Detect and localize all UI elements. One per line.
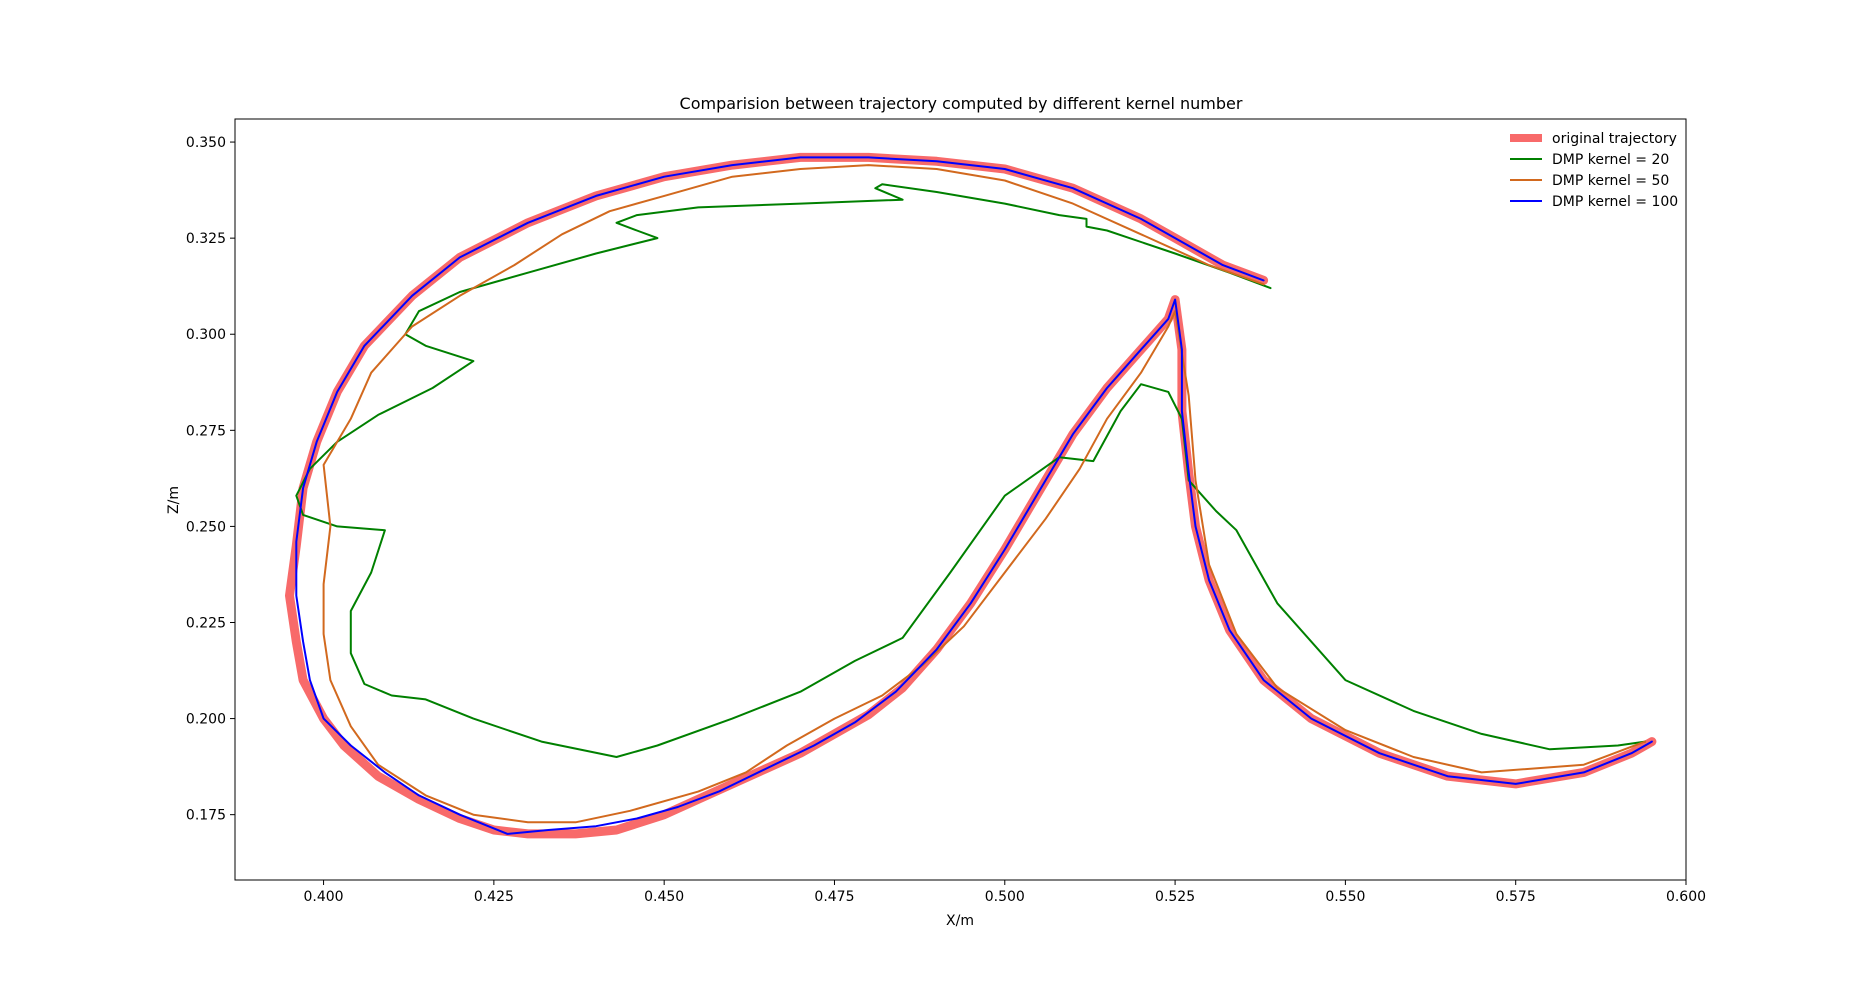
series-line-3 [295, 156, 1653, 835]
x-tick-label: 0.525 [1155, 889, 1195, 905]
legend-label-3: DMP kernel = 100 [1552, 194, 1678, 210]
y-tick-label: 0.325 [186, 231, 226, 247]
y-tick-label: 0.200 [186, 712, 226, 728]
x-tick-label: 0.500 [985, 889, 1025, 905]
x-tick-label: 0.600 [1666, 889, 1706, 905]
y-axis-ticks: 0.175 0.200 0.225 0.250 0.275 0.300 0.325 0.350 [186, 135, 235, 824]
plot-frame [234, 118, 1687, 881]
x-tick-label: 0.550 [1325, 889, 1365, 905]
x-axis-label: X/m [946, 913, 974, 929]
y-tick-label: 0.225 [186, 615, 226, 631]
legend-label-0: original trajectory [1552, 131, 1677, 147]
y-axis-label: Z/m [166, 486, 182, 514]
y-tick-label: 0.250 [186, 519, 226, 535]
legend-label-1: DMP kernel = 20 [1552, 152, 1669, 168]
x-tick-label: 0.400 [304, 889, 344, 905]
y-tick-label: 0.350 [186, 135, 226, 151]
chart-title: Comparision between trajectory computed … [680, 94, 1243, 113]
x-tick-label: 0.475 [814, 889, 854, 905]
series-line-2 [322, 164, 1647, 824]
series-layer [285, 152, 1657, 839]
y-tick-label: 0.175 [186, 808, 226, 824]
series-line-1 [295, 183, 1647, 758]
y-tick-label: 0.275 [186, 423, 226, 439]
legend-label-2: DMP kernel = 50 [1552, 173, 1669, 189]
x-tick-label: 0.425 [474, 889, 514, 905]
x-tick-label: 0.450 [644, 889, 684, 905]
x-axis-ticks: 0.400 0.425 0.450 0.475 0.500 0.525 0.550 0.575… [304, 880, 1706, 905]
y-tick-label: 0.300 [186, 327, 226, 343]
legend: original trajectory DMP kernel = 20 DMP ke… [1510, 131, 1678, 210]
x-tick-label: 0.575 [1496, 889, 1536, 905]
